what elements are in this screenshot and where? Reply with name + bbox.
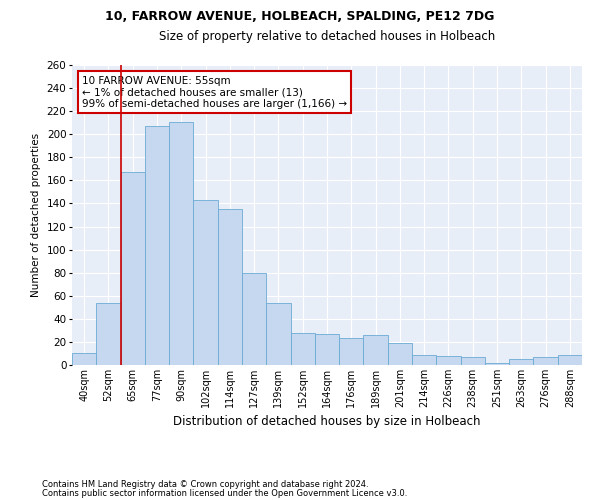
Bar [558,354,582,365]
Bar [315,334,339,365]
Bar [509,359,533,365]
Bar [533,357,558,365]
Text: 10 FARROW AVENUE: 55sqm
← 1% of detached houses are smaller (13)
99% of semi-det: 10 FARROW AVENUE: 55sqm ← 1% of detached… [82,76,347,108]
Bar [169,122,193,365]
Bar [266,302,290,365]
Bar [388,343,412,365]
Bar [461,357,485,365]
Text: Contains public sector information licensed under the Open Government Licence v3: Contains public sector information licen… [42,488,407,498]
Bar [412,354,436,365]
Bar [218,209,242,365]
Bar [96,302,121,365]
Bar [145,126,169,365]
Text: Contains HM Land Registry data © Crown copyright and database right 2024.: Contains HM Land Registry data © Crown c… [42,480,368,489]
Y-axis label: Number of detached properties: Number of detached properties [31,133,41,297]
Bar [242,272,266,365]
Title: Size of property relative to detached houses in Holbeach: Size of property relative to detached ho… [159,30,495,43]
Bar [485,362,509,365]
Bar [72,354,96,365]
Bar [364,335,388,365]
Bar [290,332,315,365]
Bar [339,338,364,365]
Bar [436,356,461,365]
Text: 10, FARROW AVENUE, HOLBEACH, SPALDING, PE12 7DG: 10, FARROW AVENUE, HOLBEACH, SPALDING, P… [106,10,494,23]
Bar [193,200,218,365]
Bar [121,172,145,365]
X-axis label: Distribution of detached houses by size in Holbeach: Distribution of detached houses by size … [173,416,481,428]
